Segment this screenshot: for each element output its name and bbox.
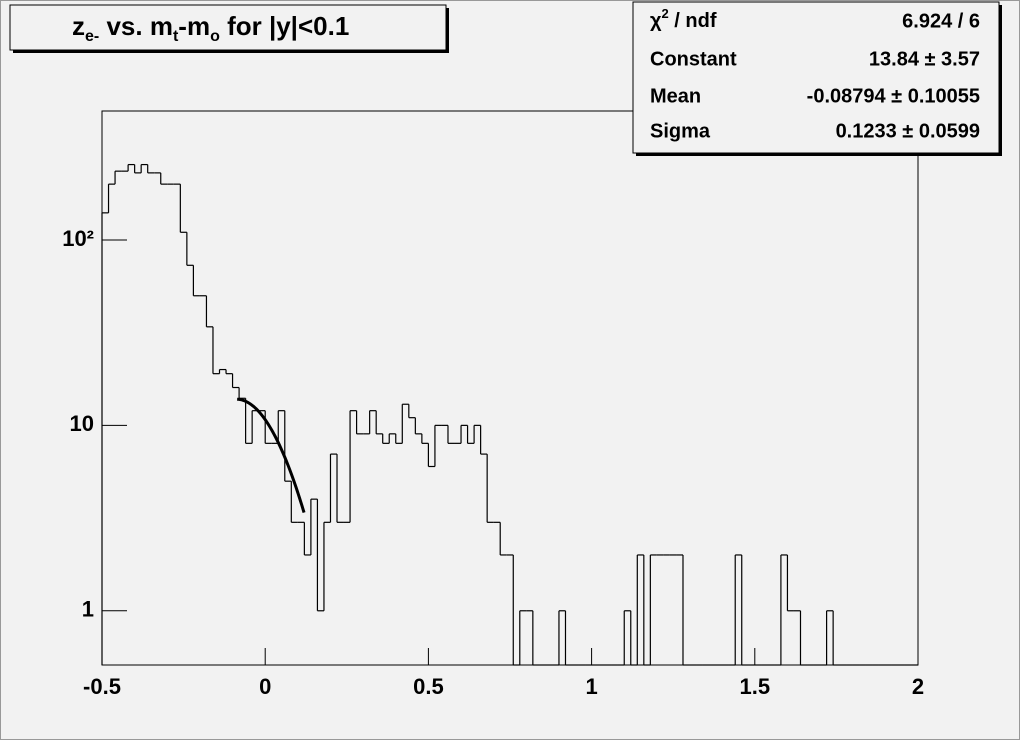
text-part: z [72, 11, 85, 41]
x-tick-label: 2 [912, 674, 924, 699]
x-tick-label: 1 [585, 674, 597, 699]
text-part: χ [650, 10, 662, 32]
chart-title: ze- vs. mt-mo for |y|<0.1 [72, 11, 349, 45]
text-part: / ndf [669, 10, 717, 32]
stat-value: 13.84 ± 3.57 [869, 48, 980, 70]
text-part: -m [178, 11, 210, 41]
stat-label: Sigma [650, 120, 711, 142]
fit-curve [237, 397, 306, 514]
x-tick-label: 0 [259, 674, 271, 699]
y-tick-label: 10 [70, 411, 94, 436]
subscript: e- [85, 28, 99, 45]
text-part: vs. m [99, 11, 173, 41]
y-tick-label: 1 [82, 597, 94, 622]
x-tick-label: 1.5 [740, 674, 771, 699]
text-part: for |y|<0.1 [220, 11, 349, 41]
stat-value: 6.924 / 6 [902, 10, 980, 32]
stat-label: Mean [650, 85, 701, 107]
stat-label: χ2 / ndf [650, 6, 717, 32]
plot-frame [101, 110, 919, 666]
stat-value: -0.08794 ± 0.10055 [807, 85, 980, 107]
stats-box [632, 1, 1000, 154]
stat-label: Constant [650, 48, 737, 70]
y-tick-label: 10² [62, 226, 94, 251]
title-box [9, 4, 447, 51]
superscript: 2 [662, 6, 669, 21]
x-tick-label: 0.5 [413, 674, 444, 699]
x-tick-label: -0.5 [83, 674, 121, 699]
stat-value: 0.1233 ± 0.0599 [836, 120, 980, 142]
subscript: o [210, 28, 220, 45]
subscript: t [173, 28, 179, 45]
